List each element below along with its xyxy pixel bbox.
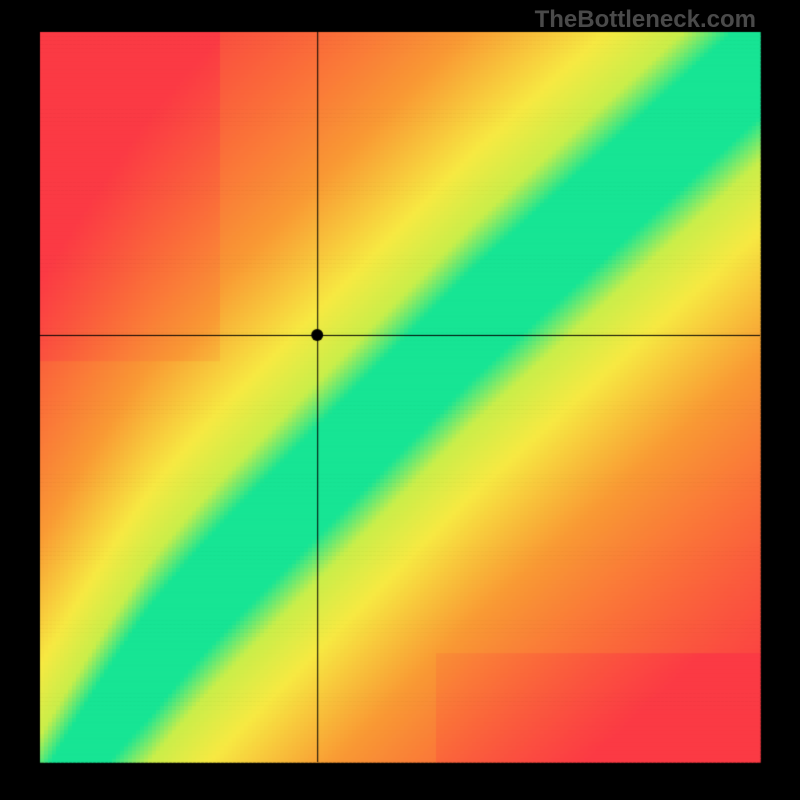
watermark-text: TheBottleneck.com <box>535 6 756 34</box>
bottleneck-heatmap <box>0 0 800 800</box>
